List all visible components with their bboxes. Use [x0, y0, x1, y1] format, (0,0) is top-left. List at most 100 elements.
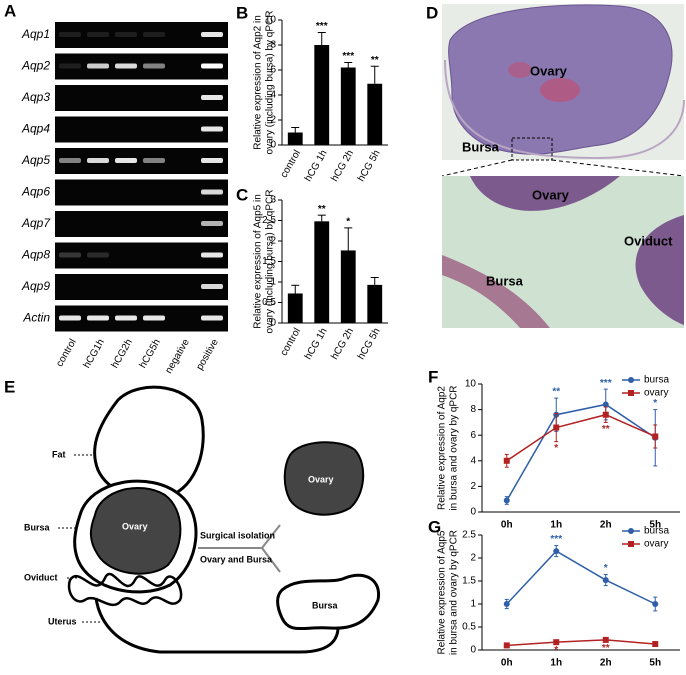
- diagram-label: Oviduct: [24, 572, 58, 582]
- gel-band: [59, 252, 81, 258]
- x-tick-label: hCG 2h: [329, 148, 356, 183]
- diagram-label: Bursa: [312, 600, 339, 610]
- oviduct-tissue: [635, 215, 684, 325]
- marker: [553, 639, 560, 646]
- panel-letter: C: [236, 185, 248, 204]
- gel-row: [55, 116, 228, 143]
- x-tick-label: hCG 5h: [356, 148, 383, 183]
- bar: [367, 83, 383, 145]
- significance: **: [552, 387, 560, 398]
- y-tick-label: 0.5: [262, 297, 276, 308]
- y-axis-label: Relative expression of Aqp5: [437, 530, 448, 654]
- gel-band: [201, 158, 223, 163]
- panel-letter: D: [426, 3, 438, 22]
- chart: B Relative expression of Aqp2 in ovary (in…: [236, 3, 388, 184]
- gene-label: Aqp3: [21, 90, 50, 104]
- gel-band: [201, 221, 223, 226]
- y-axis-label: Relative expression of Aqp2: [437, 386, 448, 510]
- diagram-label: Ovary and Bursa: [200, 554, 273, 564]
- significance: *: [554, 443, 558, 454]
- legend-label: ovary: [644, 388, 668, 399]
- ovary: [89, 486, 182, 575]
- ovary-tissue: [470, 176, 620, 211]
- panel-letter: A: [4, 1, 16, 20]
- y-tick-label: 10: [465, 379, 477, 390]
- y-tick-label: 0.5: [462, 622, 476, 633]
- legend-marker: [628, 528, 634, 534]
- x-tick-label: 5h: [649, 520, 661, 531]
- y-tick-label: 2: [270, 236, 276, 247]
- isolated-ovary: [283, 441, 365, 516]
- marker: [553, 424, 560, 431]
- diagram-label: Fat: [52, 449, 66, 459]
- marker: [602, 401, 609, 408]
- lane-label: hCG5h: [138, 337, 163, 370]
- gel-band: [87, 32, 109, 37]
- x-tick-label: hCG 1h: [303, 148, 330, 183]
- significance: *: [554, 645, 558, 656]
- marker: [602, 577, 609, 584]
- y-tick-label: 6: [470, 430, 476, 441]
- y-tick-label: 0: [470, 645, 476, 656]
- x-tick-label: 2h: [600, 520, 612, 531]
- gene-label: Aqp7: [21, 216, 51, 230]
- panel-letter: G: [428, 517, 441, 536]
- legend-marker: [628, 541, 634, 547]
- gel-band: [59, 32, 81, 37]
- lane-label: hCG1h: [82, 337, 107, 370]
- marker: [652, 433, 659, 440]
- series-line: [506, 639, 656, 647]
- isolated-bursa: [276, 573, 381, 631]
- histology-label: Ovary: [532, 187, 570, 202]
- gene-label: Aqp9: [21, 279, 50, 293]
- zoom-line: [441, 159, 513, 177]
- gel-band: [87, 252, 109, 258]
- y-tick-label: 2: [470, 481, 476, 492]
- gene-label: Aqp2: [21, 59, 50, 73]
- panel-letter: B: [236, 3, 248, 22]
- y-axis-label: ovary (including bursa) by qPCR: [265, 11, 276, 155]
- legend-marker: [628, 390, 634, 396]
- gel-band: [201, 95, 223, 100]
- marker: [553, 548, 560, 555]
- y-tick-label: 4: [270, 90, 276, 101]
- gel-band: [115, 315, 137, 321]
- gel-band: [87, 158, 109, 163]
- arrow-branch: [261, 524, 281, 549]
- significance: *: [346, 217, 350, 228]
- histology-label: Ovary: [530, 63, 568, 78]
- y-tick-label: 1: [270, 277, 276, 288]
- leader-lines: [58, 454, 100, 623]
- marker: [652, 641, 659, 648]
- diagram-label: Ovary: [122, 521, 148, 531]
- lane-label: positive: [194, 337, 221, 372]
- gel-band: [87, 315, 109, 321]
- x-tick-label: 1h: [550, 658, 562, 669]
- y-tick-label: 1.5: [462, 576, 476, 587]
- marker: [602, 411, 609, 418]
- gel-band: [143, 315, 165, 321]
- histology-label: Bursa: [462, 139, 500, 154]
- gene-label: Aqp5: [21, 153, 50, 167]
- diagram-label: Bursa: [24, 522, 51, 532]
- gel-row: [55, 148, 228, 174]
- bar: [314, 45, 330, 145]
- gel-band: [201, 252, 223, 258]
- gene-label: Actin: [22, 311, 50, 325]
- bar: [367, 284, 383, 323]
- marker: [503, 457, 510, 464]
- gel-row: [55, 53, 228, 80]
- gene-label: Aqp6: [21, 185, 50, 199]
- y-tick-label: 0: [270, 318, 276, 329]
- diagram-label: Uterus: [48, 616, 77, 626]
- marker: [503, 497, 510, 504]
- x-tick-label: hCG 5h: [356, 326, 383, 361]
- legend-marker: [628, 377, 634, 383]
- significance: ***: [316, 21, 328, 32]
- legend-label: ovary: [644, 539, 668, 550]
- significance: *: [604, 563, 608, 574]
- y-axis-label: ovary (including bursa) by qPCR: [265, 190, 276, 334]
- y-tick-label: 6: [270, 65, 276, 76]
- significance: ***: [342, 51, 354, 62]
